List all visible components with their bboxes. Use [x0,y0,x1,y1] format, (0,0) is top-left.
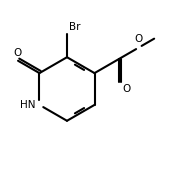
Text: O: O [13,48,21,57]
Text: Br: Br [69,22,80,32]
Text: O: O [123,84,131,94]
Text: O: O [135,34,143,44]
Text: HN: HN [20,100,36,110]
